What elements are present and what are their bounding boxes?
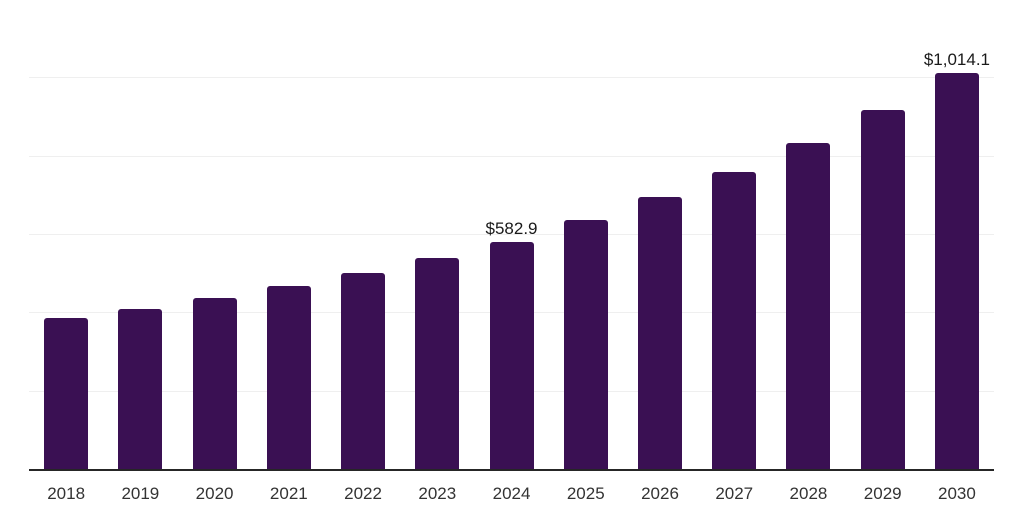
bar-slot-2022 [326,0,400,470]
bar-2025 [563,220,608,470]
bar-slot-2018 [29,0,103,470]
bar-slot-2021 [252,0,326,470]
plot-area: $582.9 $1,014.1 [29,0,994,471]
x-tick-label-2030: 2030 [938,484,976,503]
bar-2021 [266,285,311,470]
x-tick-label-2025: 2025 [566,484,605,503]
bar-2018 [44,318,89,470]
bar-value-label-2030: $1,014.1 [923,49,991,69]
x-tick-label-2021: 2021 [269,484,308,503]
bar-2030: $1,014.1 [924,51,990,470]
gridline-800 [29,155,994,157]
bar-value-label-2024: $582.9 [485,218,538,238]
gridline-1000 [29,77,994,79]
bar-slot-2029 [846,0,920,470]
bar-slot-2030: $1,014.1 [920,0,994,470]
bar-2026 [637,197,682,470]
x-tick-label-2027: 2027 [715,484,754,503]
bar-2022 [341,273,386,470]
bar-2027 [712,171,757,470]
x-axis-line [29,469,994,471]
x-axis-labels: 2018 2019 2020 2021 2022 2023 2024 2025 2026 2027… [29,472,994,502]
bar-slot-2028 [771,0,845,470]
bar-2020 [192,298,237,470]
bar-2028 [786,143,831,470]
bar-slot-2023 [400,0,474,470]
x-tick-label-2022: 2022 [344,484,382,503]
x-tick-label-2018: 2018 [47,484,86,503]
bar-slot-2019 [103,0,177,470]
x-tick-label-2020: 2020 [195,484,234,503]
bar-2019 [118,309,163,470]
bar-2024: $582.9 [486,220,538,470]
bar-2023 [415,258,460,470]
x-tick-label-2024: 2024 [492,484,531,503]
x-tick-label-2028: 2028 [789,484,828,503]
bar-slot-2024: $582.9 [474,0,548,470]
bar-slot-2020 [177,0,251,470]
bar-slot-2027 [697,0,771,470]
bar-2029 [860,110,905,470]
x-tick-label-2023: 2023 [418,484,457,503]
bars-row: $582.9 $1,014.1 [29,0,994,470]
x-tick-label-2026: 2026 [641,484,679,503]
bar-slot-2025 [549,0,623,470]
gridline-600 [29,234,994,235]
x-tick-label-2019: 2019 [121,484,160,503]
bar-slot-2026 [623,0,697,470]
x-tick-label-2029: 2029 [863,484,902,503]
